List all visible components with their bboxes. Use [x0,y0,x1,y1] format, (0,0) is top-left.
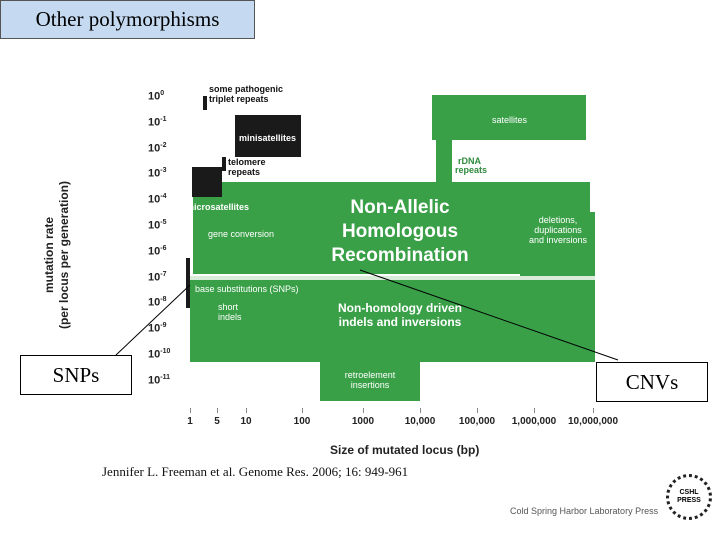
indels-label: indels [218,312,242,322]
deletions-region [520,212,595,276]
non-homology-label: Non-homology driven indels and inversion… [330,301,470,329]
triplet-repeats-marker [203,96,207,110]
rdna-region [436,140,452,184]
retroelement-region [320,355,420,401]
y-tick-label: 10-9 [148,322,167,335]
satellites-label: satellites [492,115,528,125]
x-tick-label: 10 [240,416,252,427]
y-tick-label: 10-2 [148,141,167,155]
x-tick-label: 5 [214,416,220,427]
x-tick-label: 1,000,000 [511,416,557,427]
other-polymorphisms-label: Other polymorphisms [0,0,255,39]
nahr-label-line1: Non-Allelic [350,197,450,218]
y-tick-label: 10-4 [148,193,167,206]
logo-line2: PRESS [677,497,701,504]
citation: Jennifer L. Freeman et al. Genome Res. 2… [102,464,409,479]
satellites-region [432,95,586,140]
y-tick-label: 10-3 [148,167,167,181]
deletions-label-line3: and inversions [528,235,588,245]
y-tick-label: 10-5 [148,219,167,232]
separator-line [190,276,595,280]
nahr-label-line2: Homologous [341,221,459,242]
x-tick-mark [420,408,421,413]
nahr-label-line3: Recombination [331,245,469,266]
x-tick-label: 100,000 [458,416,496,427]
y-tick-label: 10-7 [148,270,167,284]
non-homology-line2: indels and inversions [338,315,462,329]
cnvs-callout-line [359,269,619,361]
x-tick-label: 10,000 [404,416,436,427]
retroelement-line2: insertions [350,380,390,390]
base-substitutions-label: base substitutions (SNPs) [195,284,299,294]
minisatellites-label: minisatellites [239,133,297,143]
y-tick-label: 10-8 [148,296,167,310]
short-label: short [218,302,239,312]
x-tick-label: 10,000,000 [567,416,619,427]
gene-conversion-label: gene conversion [208,229,275,239]
retroelement-line1: retroelement [344,370,396,380]
y-tick-label: 10-10 [148,348,171,361]
retroelement-label: retroelement insertions [320,370,420,390]
snps-callout: SNPs [20,355,132,395]
y-tick-label: 10-11 [148,373,170,387]
x-tick-mark [593,408,594,413]
x-tick-mark [363,408,364,413]
x-tick-label: 1000 [351,416,375,427]
cshl-logo: CSHL PRESS [666,474,712,520]
x-tick-mark [190,408,191,413]
nahr-label: Non-Allelic Homologous Recombination [300,196,500,268]
deletions-label-line2: duplications [534,225,582,235]
non-homology-line1: Non-homology driven [338,301,462,315]
deletions-label-line1: deletions, [538,215,578,225]
some-pathogenic-label: some pathogenic [209,84,284,94]
x-tick-mark [246,408,247,413]
x-tick-mark [217,408,218,413]
microsatellites-label: microsatellites [186,202,250,212]
logo-line1: CSHL [679,489,699,496]
x-tick-mark [534,408,535,413]
y-tick-label: 10-1 [148,115,167,129]
telomere-repeats-label: repeats [228,167,261,177]
deletions-label: deletions, duplications and inversions [518,215,598,245]
rdna-repeats-label: repeats [455,165,488,175]
minisatellites-region [235,115,301,157]
snps-callout-line [115,284,191,356]
snp-marker [186,258,190,308]
telomere-marker [222,157,226,171]
publisher-label: Cold Spring Harbor Laboratory Press [510,506,659,516]
rdna-label: rDNA [458,156,482,166]
x-tick-mark [302,408,303,413]
y-tick-label: 10-6 [148,244,167,258]
x-tick-label: 100 [293,416,311,427]
cnvs-callout: CNVs [596,362,708,402]
y-tick-label: 100 [148,90,165,103]
lower-region [190,280,595,362]
x-axis-label: Size of mutated locus (bp) [330,443,480,457]
triplet-repeats-label: triplet repeats [209,94,269,104]
x-tick-label: 1 [187,416,193,427]
x-tick-mark [477,408,478,413]
telomere-label: telomere [228,157,266,167]
microsatellites-region [192,167,222,197]
